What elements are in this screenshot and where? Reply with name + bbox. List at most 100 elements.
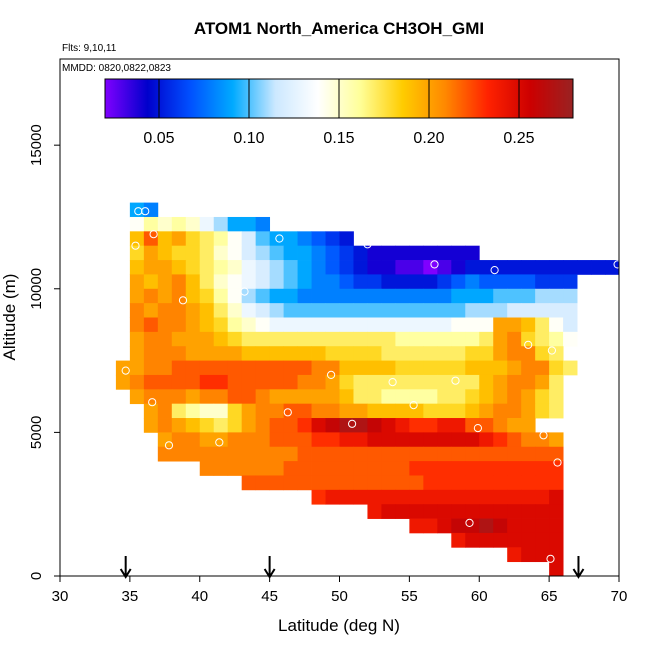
heatmap-cell — [451, 532, 466, 548]
heatmap-cell — [381, 475, 396, 491]
heatmap-cell — [507, 475, 522, 491]
heatmap-cell — [213, 432, 229, 448]
heatmap-cell — [353, 288, 368, 304]
heatmap-cell — [325, 489, 340, 505]
heatmap-cell — [241, 360, 257, 376]
heatmap-cell — [479, 374, 494, 390]
heatmap-cell — [437, 489, 452, 505]
heatmap-cell — [367, 461, 382, 476]
heatmap-cell — [283, 418, 298, 433]
heatmap-cell — [465, 403, 480, 419]
heatmap-cell — [283, 475, 298, 491]
heatmap-cell — [507, 547, 522, 563]
heatmap-cell — [311, 288, 326, 304]
heatmap-cell — [241, 403, 257, 419]
heatmap-cell — [241, 432, 257, 448]
heatmap-cell — [311, 418, 326, 433]
heatmap-cell — [157, 303, 173, 318]
heatmap-cell — [367, 446, 382, 462]
heatmap-cell — [157, 231, 173, 247]
heatmap-cell — [535, 389, 550, 405]
heatmap-cell — [353, 389, 368, 405]
heatmap-cell — [409, 504, 424, 519]
heatmap-cell — [143, 260, 159, 275]
heatmap-cell — [479, 504, 494, 519]
heatmap-cell — [437, 317, 452, 333]
heatmap-cell — [479, 489, 494, 505]
heatmap-cell — [157, 216, 173, 232]
heatmap-cell — [549, 274, 564, 290]
heatmap-cell — [185, 360, 201, 376]
heatmap-cell — [353, 374, 368, 390]
heatmap-cell — [507, 331, 522, 347]
heatmap-cell — [535, 317, 550, 333]
heatmap-cell — [437, 274, 452, 290]
y-tick-label: 0 — [28, 572, 45, 580]
heatmap-cell — [157, 446, 173, 462]
heatmap-cell — [129, 317, 145, 333]
heatmap-cell — [339, 346, 354, 361]
heatmap-cell — [493, 274, 508, 290]
heatmap-cell — [227, 346, 243, 361]
heatmap-cell — [199, 374, 215, 390]
heatmap-cell — [367, 389, 382, 405]
x-tick-label: 35 — [122, 588, 139, 605]
heatmap-cell — [171, 303, 187, 318]
heatmap-cell — [255, 432, 271, 448]
x-tick-label: 55 — [401, 588, 418, 605]
heatmap-cell — [423, 346, 438, 361]
heatmap-cell — [269, 303, 285, 318]
heatmap-cell — [507, 418, 522, 433]
heatmap-cell — [171, 288, 187, 304]
heatmap-cell — [367, 303, 382, 318]
heatmap-cell — [549, 489, 564, 505]
heatmap-cell — [311, 374, 326, 390]
heatmap-cell — [493, 461, 508, 476]
heatmap-cell — [549, 504, 564, 519]
heatmap-cell — [185, 245, 201, 261]
heatmap-cell — [479, 360, 494, 376]
heatmap-cell — [465, 432, 480, 448]
heatmap-cell — [325, 389, 340, 405]
observation-point — [327, 370, 336, 379]
heatmap-cell — [409, 475, 424, 491]
heatmap-cell — [479, 389, 494, 405]
heatmap-cell — [521, 532, 536, 548]
heatmap-cell — [325, 317, 340, 333]
heatmap-cell — [339, 446, 354, 462]
heatmap-cell — [381, 288, 396, 304]
heatmap-cell — [507, 346, 522, 361]
heatmap-cell — [269, 274, 285, 290]
heatmap-cell — [479, 461, 494, 476]
heatmap-cell — [367, 288, 382, 304]
heatmap-cell — [297, 231, 312, 247]
heatmap-cell — [381, 346, 396, 361]
heatmap-cell — [339, 389, 354, 405]
heatmap-cell — [493, 432, 508, 448]
heatmap-cell — [549, 475, 564, 491]
heatmap-cell — [451, 346, 466, 361]
colorbar-tick-label: 0.15 — [323, 130, 354, 147]
heatmap-cell — [605, 260, 620, 275]
heatmap-cell — [213, 331, 229, 347]
heatmap-cell — [451, 331, 466, 347]
heatmap-cell — [241, 346, 257, 361]
heatmap-cell — [493, 504, 508, 519]
heatmap-cell — [395, 446, 410, 462]
observation-point — [121, 366, 130, 375]
heatmap-cell — [255, 446, 271, 462]
heatmap-cell — [199, 389, 215, 405]
heatmap-cell — [157, 374, 173, 390]
heatmap-cell — [325, 331, 340, 347]
heatmap-cell — [325, 231, 340, 247]
heatmap-cell — [465, 360, 480, 376]
heatmap-cell — [129, 346, 145, 361]
heatmap-cell — [171, 231, 187, 247]
observation-point — [164, 441, 174, 450]
heatmap-cell — [395, 346, 410, 361]
heatmap-cell — [227, 317, 243, 333]
heatmap-cell — [185, 374, 201, 390]
heatmap-cell — [213, 303, 229, 318]
heatmap-cell — [549, 360, 564, 376]
heatmap-cell — [297, 360, 312, 376]
